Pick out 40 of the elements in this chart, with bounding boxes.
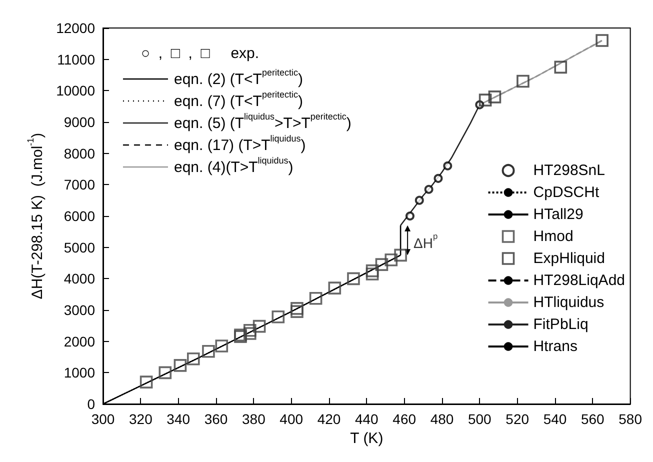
x-axis-title: T (K)	[350, 430, 384, 447]
x-tick-label: 480	[430, 411, 454, 427]
y-tick-label: 0	[87, 396, 96, 412]
x-tick-label: 360	[204, 411, 228, 427]
legend-label: Hmod	[533, 228, 574, 245]
legend-label: HTliquidus	[533, 294, 604, 311]
x-tick-label: 300	[91, 411, 115, 427]
x-tick-label: 540	[543, 411, 567, 427]
annotation: ○ , □ , □ exp.	[141, 45, 260, 62]
y-tick-label: 12000	[56, 20, 96, 36]
y-tick-label: 11000	[57, 51, 96, 68]
x-tick-label: 520	[506, 411, 530, 427]
x-tick-label: 580	[618, 411, 642, 427]
y-tick-label: 7000	[64, 176, 96, 193]
x-tick-label: 500	[468, 411, 492, 427]
legend-label: HT298LiqAdd	[533, 272, 626, 289]
legend-label: HT298SnL	[533, 162, 605, 179]
x-tick-label: 560	[580, 411, 605, 427]
y-tick-label: 8000	[64, 145, 96, 162]
x-tick-label: 380	[242, 411, 266, 427]
y-tick-label: 6000	[64, 208, 96, 224]
y-tick-label: 2000	[64, 333, 96, 350]
legend-label: ExpHliquid	[533, 250, 605, 267]
x-tick-label: 320	[128, 411, 153, 427]
y-tick-label: 5000	[64, 239, 96, 256]
x-tick-label: 340	[166, 411, 190, 427]
y-axis-title: ΔH(T-298.15 K) (J.mol-1)	[26, 132, 46, 300]
y-tick-label: 3000	[64, 302, 96, 318]
legend-label: CpDSCHt	[533, 184, 600, 201]
x-tick-label: 420	[317, 411, 341, 427]
y-tick-label: 10000	[56, 82, 96, 99]
x-tick-label: 400	[280, 411, 304, 427]
x-tick-label: 460	[392, 411, 416, 427]
y-tick-label: 4000	[64, 270, 96, 287]
legend-label: Htrans	[533, 338, 578, 355]
legend-label: HTall29	[533, 206, 584, 223]
legend-label: FitPbLiq	[533, 316, 588, 333]
y-tick-label: 1000	[64, 364, 96, 381]
y-tick-label: 9000	[64, 114, 96, 130]
x-tick-label: 440	[354, 411, 379, 427]
